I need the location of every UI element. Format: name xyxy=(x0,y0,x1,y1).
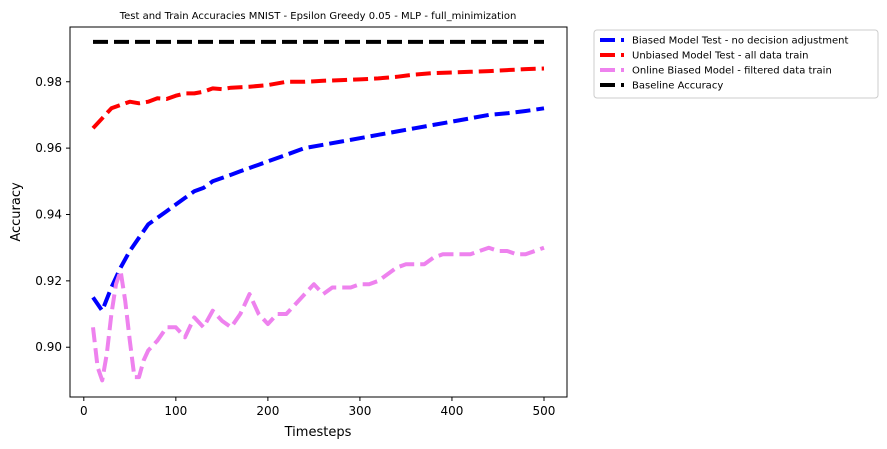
legend-label-2: Online Biased Model - filtered data trai… xyxy=(632,66,832,77)
plot-frame xyxy=(69,26,568,398)
legend-box xyxy=(593,29,879,99)
legend: Biased Model Test - no decision adjustme… xyxy=(593,29,879,99)
chart-title: Test and Train Accuracies MNIST - Epsilo… xyxy=(119,11,517,22)
x-tick-label: 400 xyxy=(441,404,464,418)
legend-label-3: Baseline Accuracy xyxy=(632,81,723,92)
series-line-2 xyxy=(91,245,545,383)
y-axis-label: Accuracy xyxy=(9,182,24,242)
y-tick-label: 0.94 xyxy=(35,207,62,221)
series-line-1 xyxy=(91,66,545,130)
y-tick-label: 0.96 xyxy=(35,141,62,155)
legend-label-0: Biased Model Test - no decision adjustme… xyxy=(632,36,849,47)
y-tick-label: 0.98 xyxy=(35,75,62,89)
y-tick-label: 0.90 xyxy=(35,340,62,354)
x-tick-label: 500 xyxy=(533,404,556,418)
x-tick-label: 200 xyxy=(256,404,279,418)
x-tick-label: 100 xyxy=(164,404,187,418)
x-tick-label: 300 xyxy=(348,404,371,418)
x-tick-label: 0 xyxy=(80,404,88,418)
series-line-0 xyxy=(91,106,545,313)
plot-area xyxy=(91,39,545,383)
axes: 0 100 200 300 400 500 0.90 0.92 0.94 0.96 0.98 xyxy=(35,26,568,418)
legend-label-1: Unbiased Model Test - all data train xyxy=(632,51,809,62)
y-tick-label: 0.92 xyxy=(35,274,62,288)
x-axis-label: Timesteps xyxy=(284,425,352,440)
